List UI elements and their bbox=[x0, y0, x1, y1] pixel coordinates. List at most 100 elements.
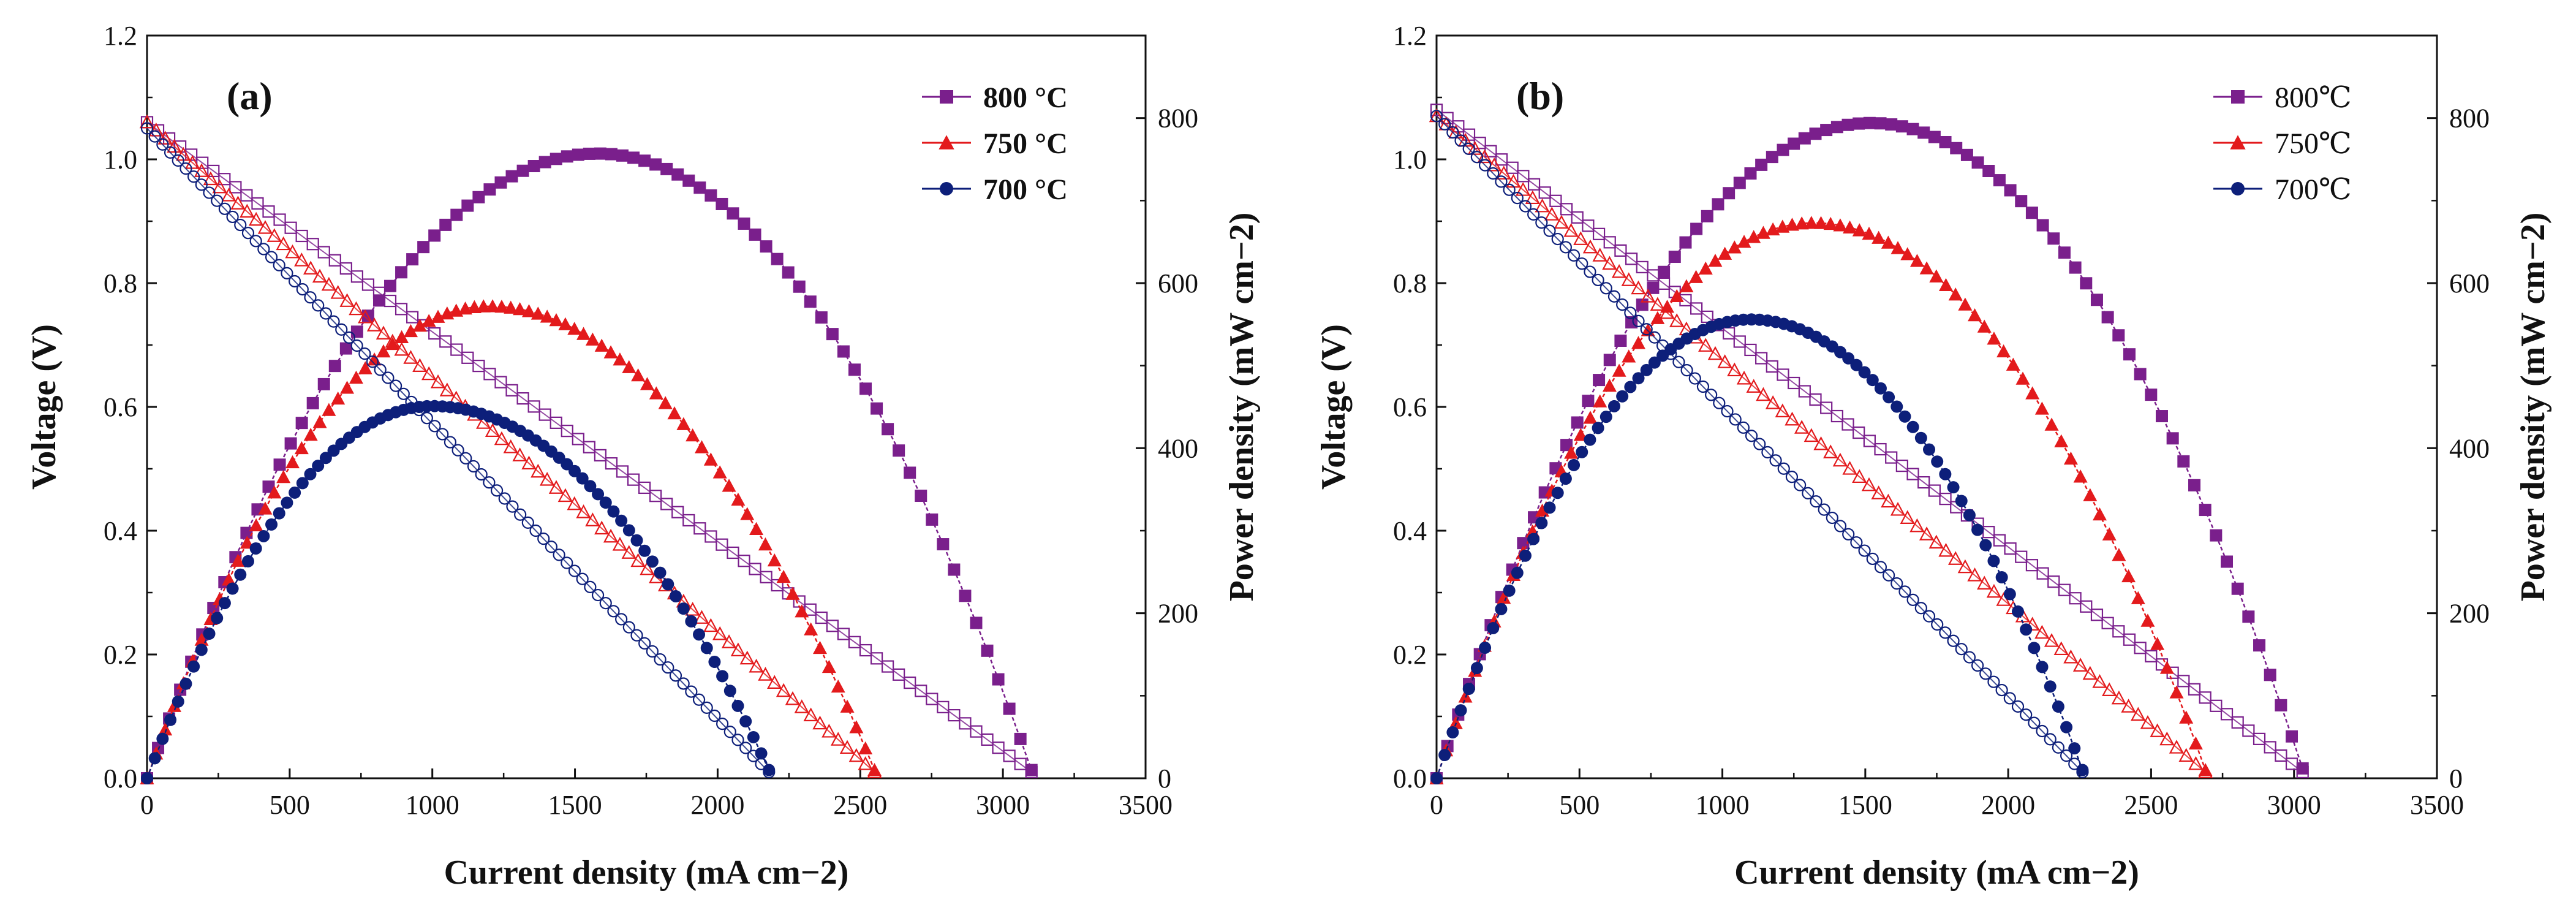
series-2 bbox=[1429, 108, 2213, 784]
power-point bbox=[1885, 118, 1898, 131]
voltage-point bbox=[685, 685, 698, 698]
power-point bbox=[1823, 216, 1838, 230]
y2-tick-label: 800 bbox=[1158, 104, 1198, 134]
voltage-point bbox=[1881, 493, 1896, 508]
voltage-point bbox=[218, 202, 232, 215]
power-point bbox=[2083, 488, 2098, 501]
voltage-point bbox=[654, 653, 667, 666]
voltage-point bbox=[148, 130, 161, 143]
power-point bbox=[1898, 410, 1911, 423]
voltage-point bbox=[1478, 159, 1492, 172]
voltage-point bbox=[704, 530, 717, 543]
power-point bbox=[671, 168, 684, 181]
power-point bbox=[970, 616, 983, 629]
power-point bbox=[1718, 246, 1732, 260]
power-point bbox=[2080, 277, 2093, 290]
power-point bbox=[2264, 669, 2276, 681]
power-point bbox=[141, 772, 153, 784]
voltage-point bbox=[2242, 724, 2255, 737]
voltage-point bbox=[512, 447, 527, 461]
chart-panel-b: 0 500 1000 1500 2000 2500 3000 35000.00.20.40.6… bbox=[1315, 21, 2552, 892]
power-point bbox=[1909, 254, 1924, 267]
voltage-point bbox=[830, 732, 846, 746]
voltage-point bbox=[218, 173, 231, 186]
voltage-point bbox=[1909, 518, 1925, 533]
voltage-point bbox=[483, 476, 496, 489]
power-point bbox=[1495, 602, 1508, 615]
x-tick-label: 500 bbox=[270, 790, 310, 820]
voltage-point bbox=[567, 496, 582, 510]
power-point bbox=[230, 553, 245, 567]
voltage-point bbox=[1607, 290, 1621, 303]
voltage-line bbox=[1436, 115, 2206, 773]
power-point bbox=[2253, 639, 2266, 652]
voltage-point bbox=[421, 366, 437, 381]
power-point bbox=[249, 542, 262, 555]
voltage-point bbox=[1890, 577, 1903, 590]
voltage-point bbox=[640, 561, 655, 575]
voltage-point bbox=[1446, 126, 1459, 139]
power-point bbox=[2073, 469, 2088, 483]
voltage-point bbox=[1696, 380, 1710, 393]
voltage-point bbox=[2090, 609, 2104, 621]
voltage-point bbox=[1919, 526, 1935, 541]
power-point bbox=[1804, 216, 1819, 229]
voltage-point bbox=[1775, 403, 1790, 417]
power-point bbox=[1977, 319, 1992, 333]
voltage-point bbox=[248, 211, 264, 226]
voltage-point bbox=[327, 315, 340, 328]
voltage-point bbox=[694, 610, 709, 624]
voltage-point bbox=[262, 205, 275, 218]
x-tick-label: 3500 bbox=[1119, 790, 1173, 820]
voltage-point bbox=[428, 327, 441, 340]
y-tick-label: 0.4 bbox=[104, 516, 137, 546]
power-point bbox=[1602, 378, 1617, 392]
voltage-point bbox=[584, 580, 597, 594]
voltage-point bbox=[1733, 335, 1746, 348]
power-point bbox=[831, 679, 845, 693]
voltage-point bbox=[1883, 569, 1895, 582]
voltage-point bbox=[1519, 200, 1532, 213]
power-point bbox=[649, 386, 663, 400]
power-point bbox=[1576, 446, 1588, 458]
voltage-point bbox=[366, 317, 382, 332]
voltage-point bbox=[234, 218, 247, 232]
power-point bbox=[2006, 357, 2020, 371]
voltage-line bbox=[1436, 109, 2303, 773]
power-point bbox=[203, 628, 216, 640]
voltage-point bbox=[1454, 134, 1467, 147]
voltage-point bbox=[295, 229, 308, 243]
voltage-point bbox=[1669, 313, 1685, 327]
power-point bbox=[1622, 349, 1636, 363]
power-point bbox=[1872, 230, 1886, 244]
power-point bbox=[2134, 368, 2147, 381]
legend: 800 °C 750 °C 700 °C bbox=[922, 82, 1068, 206]
power-point bbox=[234, 568, 247, 581]
legend-label: 750℃ bbox=[2275, 127, 2352, 160]
voltage-point bbox=[826, 620, 839, 632]
power-point bbox=[749, 522, 764, 536]
power-point bbox=[1583, 411, 1598, 424]
power-point bbox=[294, 441, 309, 455]
voltage-point bbox=[1769, 454, 1782, 467]
power-point bbox=[1679, 236, 1692, 249]
voltage-point bbox=[1813, 436, 1829, 450]
voltage-point bbox=[1535, 198, 1550, 213]
legend-label: 750 °C bbox=[983, 127, 1068, 160]
voltage-point bbox=[1503, 183, 1516, 196]
power-point bbox=[395, 266, 408, 279]
voltage-point bbox=[2080, 600, 2093, 613]
power-point bbox=[584, 480, 597, 493]
voltage-point bbox=[203, 171, 219, 186]
voltage-point bbox=[229, 181, 242, 194]
voltage-point bbox=[1713, 396, 1726, 409]
power-point bbox=[461, 199, 474, 212]
power-point bbox=[731, 699, 744, 712]
voltage-point bbox=[1592, 227, 1606, 240]
voltage-point bbox=[1438, 118, 1451, 131]
legend: 800℃ 750℃ 700℃ bbox=[2213, 82, 2352, 206]
power-point bbox=[937, 538, 950, 551]
power-point bbox=[1929, 269, 1944, 283]
voltage-point bbox=[185, 155, 200, 169]
power-point bbox=[358, 361, 372, 374]
